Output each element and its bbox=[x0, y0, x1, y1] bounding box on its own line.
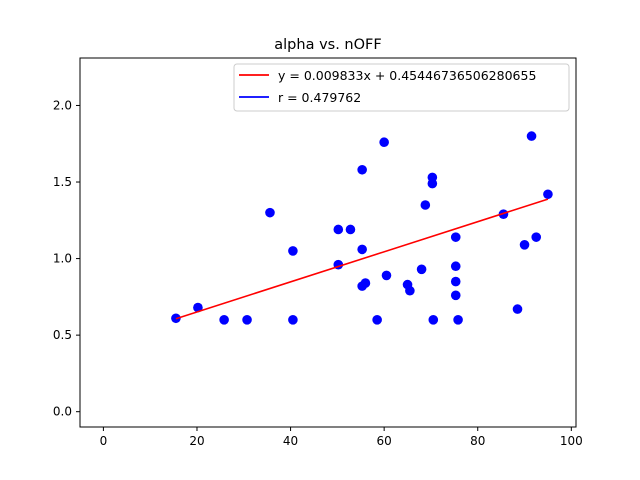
chart-title: alpha vs. nOFF bbox=[274, 37, 381, 53]
y-tick-label: 1.5 bbox=[53, 175, 72, 189]
data-point bbox=[450, 276, 461, 287]
data-point bbox=[360, 278, 371, 288]
data-point bbox=[345, 224, 356, 235]
legend: y = 0.009833x + 0.45446736506280655 r = … bbox=[233, 63, 570, 112]
x-tick-label: 20 bbox=[189, 434, 204, 448]
data-point bbox=[450, 290, 461, 301]
data-point bbox=[219, 315, 229, 325]
legend-label-correlation: r = 0.479762 bbox=[278, 90, 361, 105]
data-point bbox=[381, 270, 392, 281]
data-point bbox=[450, 261, 461, 272]
data-point bbox=[519, 239, 530, 250]
plot-area bbox=[171, 131, 553, 325]
data-point bbox=[453, 315, 463, 325]
data-point bbox=[265, 207, 275, 218]
plot-frame bbox=[79, 57, 577, 428]
data-point bbox=[450, 232, 461, 242]
y-tick-label: 2.0 bbox=[53, 98, 72, 112]
data-point bbox=[531, 232, 542, 242]
data-point bbox=[428, 315, 439, 325]
data-point bbox=[333, 224, 344, 235]
x-axis: 0 20 40 60 80 100 bbox=[100, 427, 583, 448]
x-tick-label: 80 bbox=[470, 434, 485, 448]
y-axis: 0.0 0.5 1.0 1.5 2.0 bbox=[53, 98, 80, 419]
data-point bbox=[288, 315, 298, 325]
data-point bbox=[543, 189, 553, 200]
legend-box bbox=[233, 63, 570, 112]
data-point bbox=[416, 264, 427, 275]
fit-line bbox=[175, 198, 549, 320]
data-point bbox=[379, 137, 389, 148]
data-point bbox=[288, 246, 298, 256]
x-tick-label: 0 bbox=[100, 434, 108, 448]
data-point bbox=[427, 178, 438, 189]
x-tick-label: 60 bbox=[377, 434, 392, 448]
data-point bbox=[357, 164, 367, 175]
data-point bbox=[405, 285, 415, 296]
data-point bbox=[420, 200, 431, 210]
legend-label-fit: y = 0.009833x + 0.45446736506280655 bbox=[278, 68, 536, 83]
data-point bbox=[357, 244, 367, 255]
data-point bbox=[372, 315, 382, 325]
data-point bbox=[526, 131, 537, 141]
data-point bbox=[242, 315, 252, 325]
y-tick-label: 0.0 bbox=[53, 405, 72, 419]
y-tick-label: 0.5 bbox=[53, 328, 72, 342]
y-tick-label: 1.0 bbox=[53, 252, 72, 266]
data-point bbox=[193, 302, 203, 313]
x-tick-label: 100 bbox=[560, 434, 583, 448]
x-tick-label: 40 bbox=[283, 434, 298, 448]
data-point bbox=[512, 304, 523, 314]
